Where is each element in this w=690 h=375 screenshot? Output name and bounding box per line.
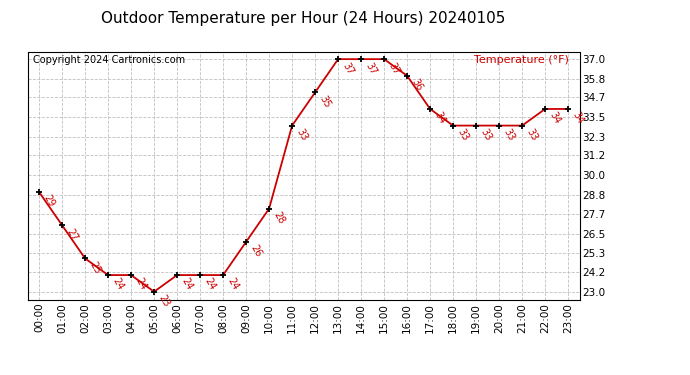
Text: 33: 33 bbox=[295, 127, 310, 142]
Text: 33: 33 bbox=[479, 127, 493, 142]
Text: 33: 33 bbox=[456, 127, 471, 142]
Text: 35: 35 bbox=[318, 94, 333, 110]
Text: 24: 24 bbox=[203, 276, 218, 292]
Text: 27: 27 bbox=[65, 226, 80, 243]
Text: 29: 29 bbox=[42, 194, 57, 209]
Text: 24: 24 bbox=[134, 276, 149, 292]
Text: 34: 34 bbox=[571, 110, 586, 126]
Text: 37: 37 bbox=[364, 60, 379, 76]
Text: 24: 24 bbox=[111, 276, 126, 292]
Text: 37: 37 bbox=[387, 60, 402, 76]
Text: 37: 37 bbox=[341, 60, 356, 76]
Text: Copyright 2024 Cartronics.com: Copyright 2024 Cartronics.com bbox=[33, 55, 185, 65]
Text: 23: 23 bbox=[157, 293, 172, 309]
Text: Temperature (°F): Temperature (°F) bbox=[474, 55, 569, 65]
Text: Outdoor Temperature per Hour (24 Hours) 20240105: Outdoor Temperature per Hour (24 Hours) … bbox=[101, 11, 506, 26]
Text: 33: 33 bbox=[525, 127, 540, 142]
Text: 24: 24 bbox=[180, 276, 195, 292]
Text: 36: 36 bbox=[410, 77, 424, 93]
Text: 34: 34 bbox=[548, 110, 562, 126]
Text: 25: 25 bbox=[88, 260, 103, 276]
Text: 34: 34 bbox=[433, 110, 448, 126]
Text: 33: 33 bbox=[502, 127, 517, 142]
Text: 24: 24 bbox=[226, 276, 241, 292]
Text: 28: 28 bbox=[272, 210, 287, 226]
Text: 26: 26 bbox=[249, 243, 264, 259]
